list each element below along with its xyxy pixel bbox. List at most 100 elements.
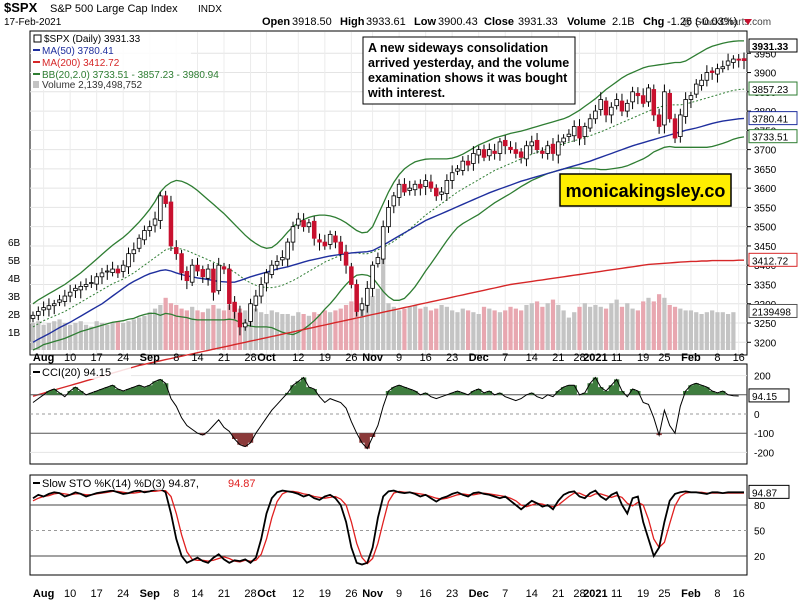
candle-body (274, 260, 280, 266)
candle-body (36, 311, 41, 316)
date-tick-label: 21 (218, 588, 230, 600)
volume-axis: 1B 2B 3B 4B 5B 6B (8, 238, 21, 339)
candle-body (386, 207, 391, 228)
volume-tick-label: 5B (8, 256, 21, 267)
candle-body (513, 149, 519, 154)
date-tick-label: Dec (469, 588, 489, 600)
volume-bar (412, 305, 418, 350)
date-tick-label: 14 (191, 588, 203, 600)
date-tick-label: 10 (64, 588, 76, 600)
candle-body (433, 187, 439, 197)
low-label: Low (414, 16, 436, 28)
volume-bar (566, 317, 572, 350)
date-tick-label: 11 (611, 352, 622, 364)
volume-bar (699, 314, 704, 350)
candle-body (688, 95, 694, 100)
candle-body (502, 139, 508, 147)
candle-body (577, 126, 582, 139)
date-tick-label: 11 (611, 588, 622, 600)
candle-body (439, 191, 444, 195)
candle-body (264, 272, 269, 284)
ma50-line (32, 117, 745, 343)
price-tick-label: 3900 (754, 69, 777, 80)
volume-bar (471, 312, 476, 350)
volume-tick-label: 3B (8, 292, 21, 303)
candle-body (545, 145, 550, 154)
price-tick-label: 3700 (754, 146, 777, 157)
candle-body (131, 249, 137, 255)
volume-bar (641, 301, 646, 350)
cci-legend: CCI(20) 94.15 (31, 365, 131, 379)
volume-bar (508, 306, 513, 350)
volume-bar (152, 308, 158, 350)
candle-body (280, 257, 285, 261)
date-tick-label: 21 (218, 352, 230, 364)
volume-bar (370, 296, 375, 350)
volume-bar (142, 315, 147, 350)
volume-bar (290, 315, 296, 350)
candle-body (380, 226, 386, 260)
price-tick-label: 3350 (754, 280, 777, 291)
volume-bar (487, 308, 492, 350)
volume-bar (492, 310, 497, 350)
cci-oversold-fill (200, 433, 662, 449)
candle-body (651, 89, 657, 116)
volume-bar (529, 303, 534, 350)
candle-body (492, 150, 497, 154)
candle-body (211, 268, 216, 293)
volume-tick-label: 4B (8, 274, 21, 285)
volume-bar (62, 323, 67, 350)
volume-bar (428, 310, 434, 350)
volume-bar (619, 306, 625, 350)
high-value: 3933.61 (366, 16, 406, 28)
sto-tick-label: 20 (754, 552, 766, 563)
volume-bar (715, 312, 720, 350)
candle-body (301, 220, 306, 228)
legend-ma200: MA(200) 3412.72 (42, 58, 120, 69)
candle-body (731, 58, 736, 63)
candle-body (693, 83, 699, 95)
candle-body (518, 151, 524, 158)
candle-body (296, 218, 301, 226)
volume-bar (391, 306, 396, 350)
volume-bar (519, 310, 524, 350)
volume-bar (444, 306, 449, 350)
sto-legend-text: Slow STO %K(14) %D(3) 94.87, (42, 478, 199, 490)
candle-body (534, 139, 540, 151)
candle-body (62, 295, 68, 302)
sto-tick-label: 80 (754, 501, 766, 512)
candle-body (736, 58, 741, 61)
volume-bar (36, 321, 41, 350)
brand-text: monicakingsley.co (566, 181, 726, 201)
volume-bar (476, 314, 481, 350)
volume-bar (635, 310, 641, 350)
down-arrow-icon (744, 19, 752, 25)
date-tick-label: 17 (91, 588, 103, 600)
candle-body (322, 241, 328, 247)
candle-body (189, 264, 195, 283)
candle-body (449, 172, 455, 181)
volume-bar (253, 308, 258, 350)
candle-body (566, 133, 572, 137)
candle-body (370, 264, 375, 289)
volume-bar (386, 303, 391, 350)
price-tick-label: 3500 (754, 223, 777, 234)
candle-body (582, 126, 588, 137)
cci-tick-label: -200 (754, 448, 774, 459)
sto-legend: Slow STO %K(14) %D(3) 94.87, 94.87 (31, 476, 256, 490)
volume-bar (259, 312, 264, 350)
cci-legend-text: CCI(20) 94.15 (42, 367, 111, 379)
candle-body (89, 282, 94, 284)
price-tag-box (748, 81, 798, 96)
date-tick-label: 2021 (583, 588, 607, 600)
candle-body (418, 183, 423, 189)
volume-bar (556, 305, 561, 350)
date-tick-label: Oct (257, 588, 276, 600)
date-tick-label: 28 (573, 352, 585, 364)
price-tick-label: 3250 (754, 319, 777, 330)
volume-bar (121, 323, 126, 350)
legend-price: $SPX (Daily) 3931.33 (44, 34, 141, 45)
candle-body (200, 269, 206, 278)
candle-body (667, 92, 672, 120)
candle-body (699, 79, 704, 87)
